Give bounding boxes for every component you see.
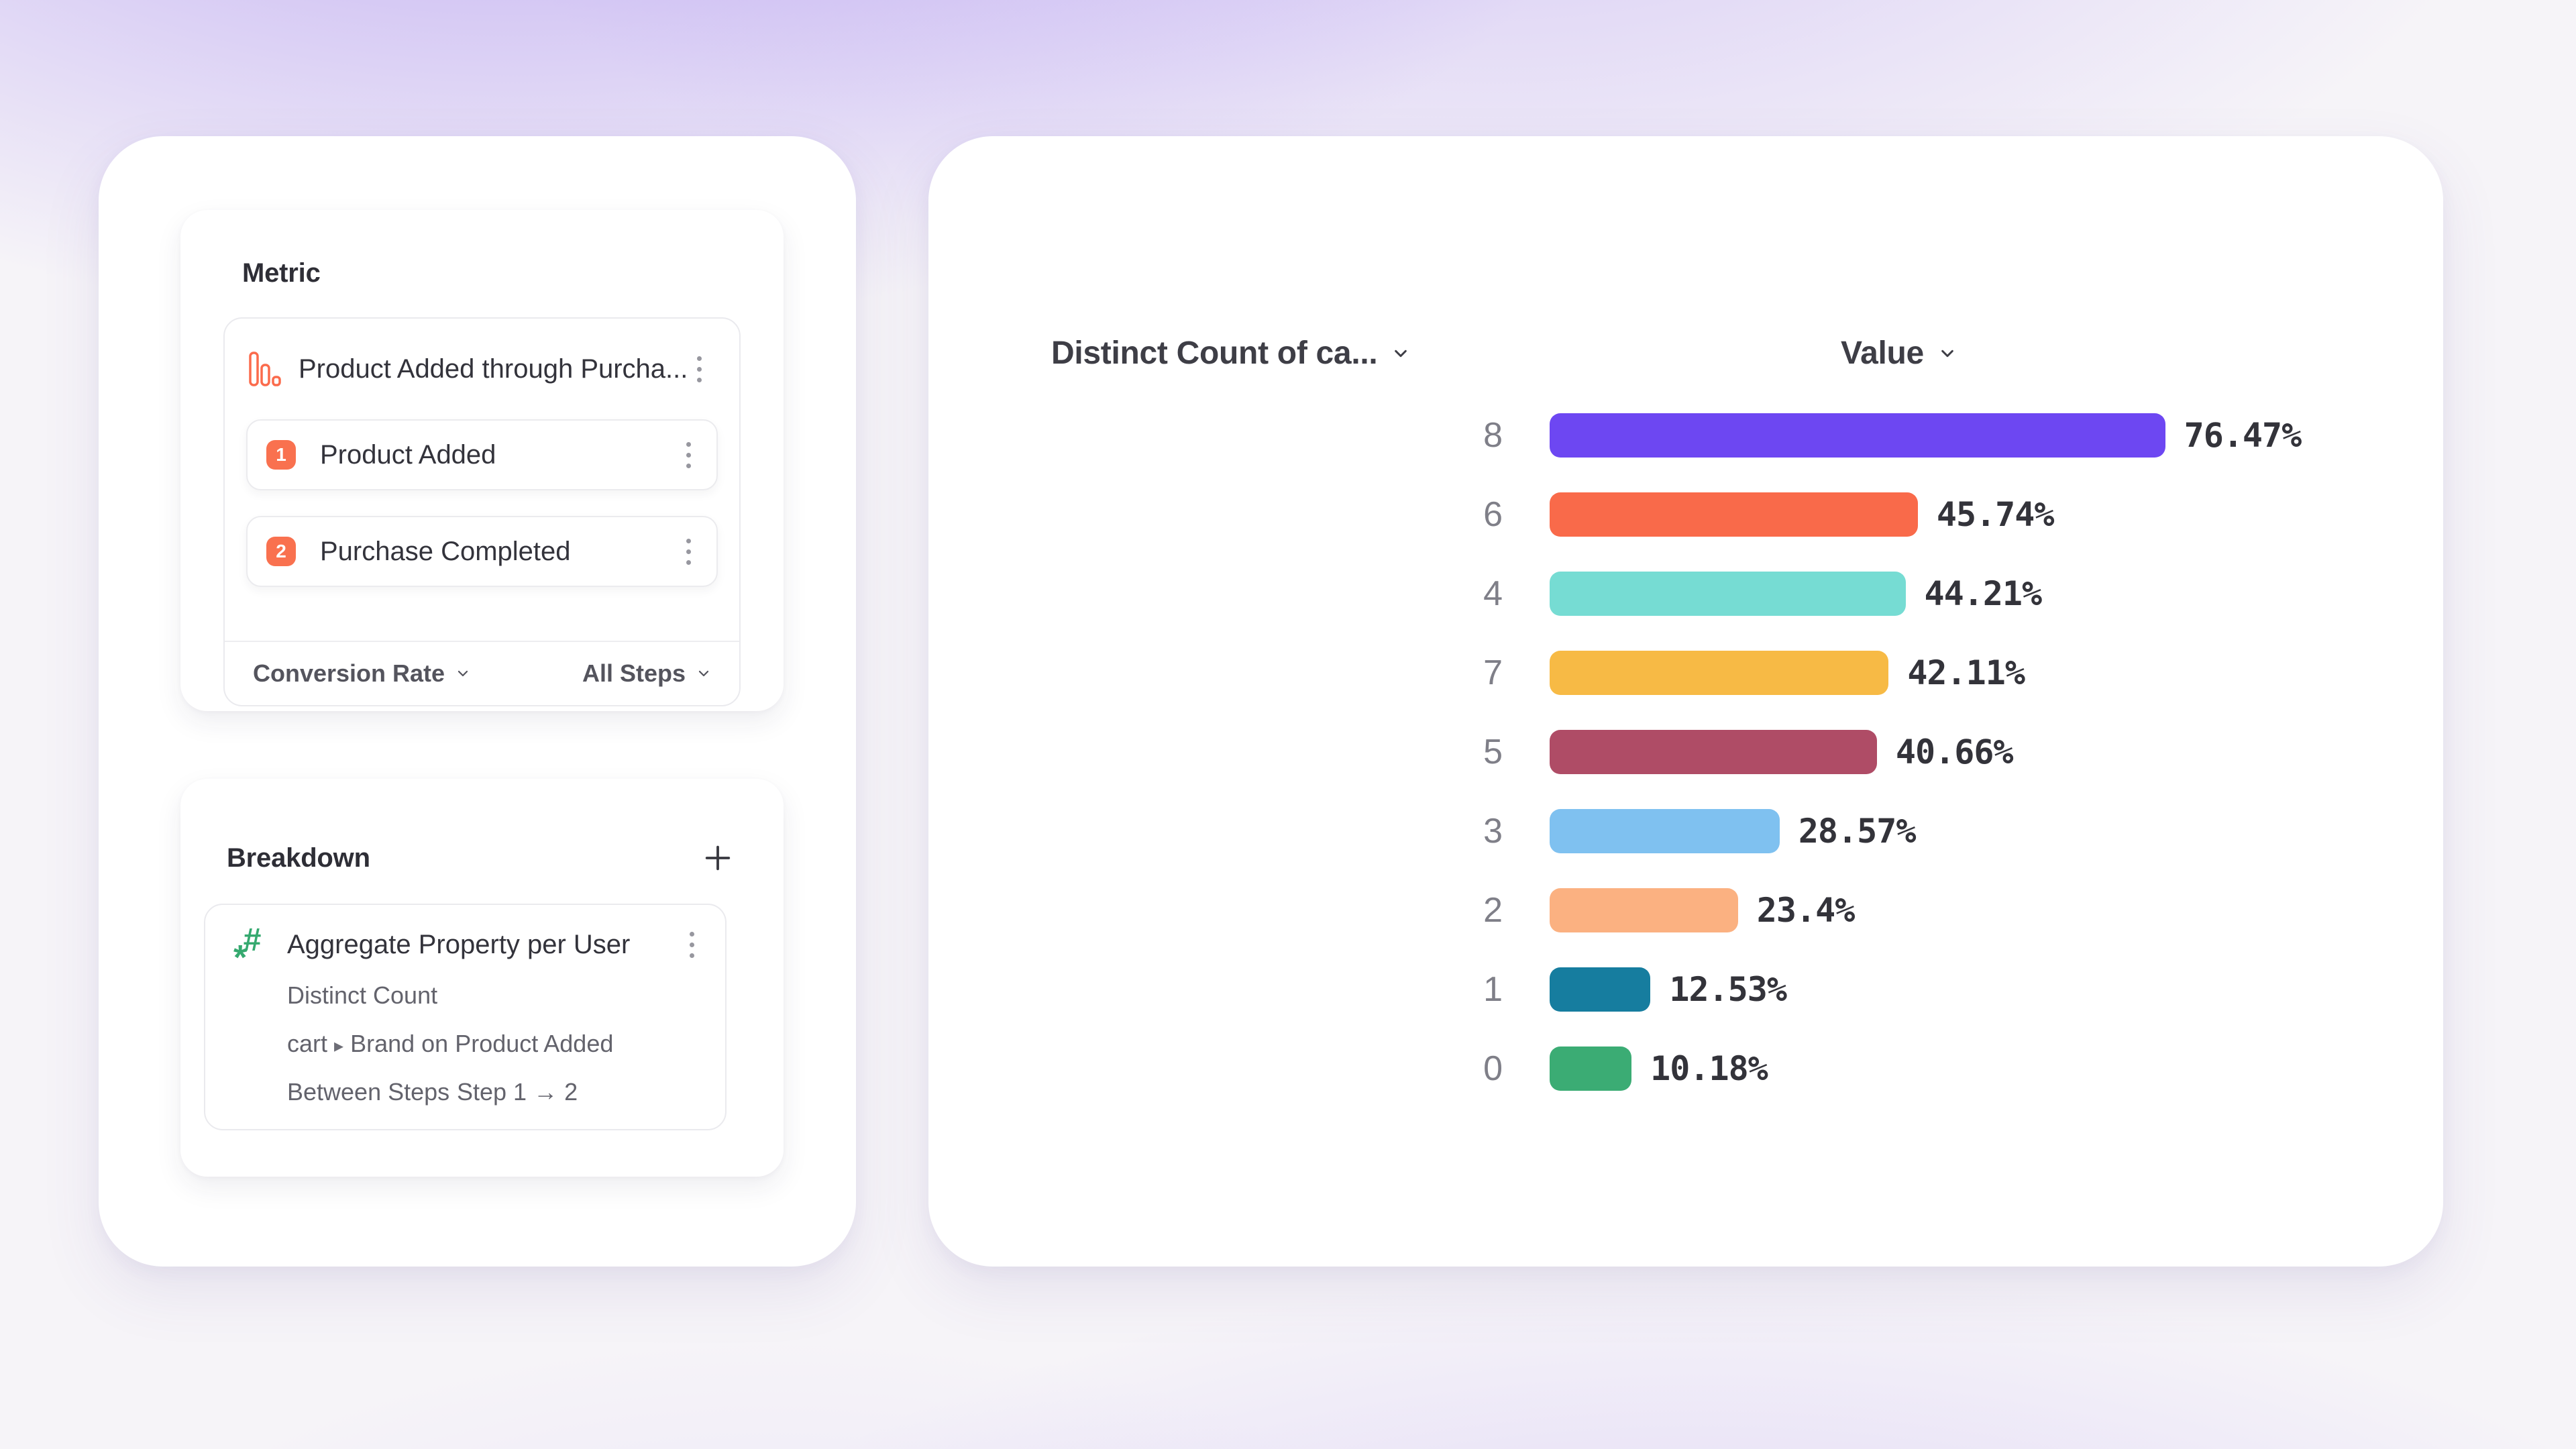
aggregate-property-title: Aggregate Property per User xyxy=(287,929,631,959)
chevron-down-icon xyxy=(1393,346,1408,361)
chart-row: 5 40.66% xyxy=(928,712,2416,792)
bar[interactable] xyxy=(1550,888,1738,932)
value-column-label: Value xyxy=(1841,335,1924,371)
between-steps-label: Between Steps xyxy=(287,1078,450,1106)
metric-section-title: Metric xyxy=(242,258,321,288)
chevron-down-icon xyxy=(1940,346,1955,361)
metric-footer-row: Conversion Rate All Steps xyxy=(225,642,739,705)
category-label: 1 xyxy=(1483,970,1503,1009)
value-label: 45.74% xyxy=(1936,495,2055,534)
chevron-down-icon xyxy=(457,667,469,680)
kebab-menu-icon[interactable] xyxy=(680,435,698,475)
category-label: 2 xyxy=(1483,891,1503,930)
bar[interactable] xyxy=(1550,572,1906,616)
chart-rows: 8 76.47% 6 45.74% 4 44.21% 7 42.11% 5 40.66% 3 28.5… xyxy=(928,396,2416,1108)
plus-icon xyxy=(705,845,731,871)
funnel-chart-icon xyxy=(249,352,281,386)
chart-panel: Distinct Count of ca... Value 8 76.47% 6 45… xyxy=(928,136,2443,1267)
aggregate-property-row: # * Aggregate Property per User xyxy=(205,905,725,977)
value-label: 12.53% xyxy=(1669,970,1787,1009)
kebab-menu-icon[interactable] xyxy=(690,350,708,389)
conversion-rate-label: Conversion Rate xyxy=(253,659,445,687)
category-label: 6 xyxy=(1483,495,1503,534)
category-label: 5 xyxy=(1483,733,1503,771)
breakdown-column-label: Distinct Count of ca... xyxy=(1051,335,1378,371)
all-steps-label: All Steps xyxy=(582,659,686,687)
value-label: 44.21% xyxy=(1924,574,2043,613)
bar[interactable] xyxy=(1550,730,1877,774)
value-column-header[interactable]: Value xyxy=(1841,335,1955,372)
chart-row: 6 45.74% xyxy=(928,475,2416,554)
category-label: 7 xyxy=(1483,653,1503,692)
chart-row: 0 10.18% xyxy=(928,1029,2416,1108)
chart-row: 8 76.47% xyxy=(928,396,2416,475)
value-label: 76.47% xyxy=(2184,416,2302,455)
funnel-step-1[interactable]: 1 Product Added xyxy=(246,419,718,490)
step-label: Purchase Completed xyxy=(320,536,571,566)
funnel-metric-row[interactable]: Product Added through Purcha... xyxy=(225,319,739,419)
metric-section: Metric Product Added through Purcha... 1… xyxy=(180,210,784,711)
all-steps-dropdown[interactable]: All Steps xyxy=(582,659,710,688)
step-label: Product Added xyxy=(320,439,496,470)
aggregate-property-icon: # * xyxy=(233,922,261,977)
bar[interactable] xyxy=(1550,1046,1632,1091)
chart-row: 7 42.11% xyxy=(928,633,2416,712)
breakdown-section: Breakdown # * Aggregate Property per User… xyxy=(180,779,784,1177)
value-label: 40.66% xyxy=(1895,733,2014,771)
category-label: 4 xyxy=(1483,574,1503,613)
value-label: 28.57% xyxy=(1798,812,1917,851)
chart-column-headers: Distinct Count of ca... Value xyxy=(1051,335,2376,378)
bar[interactable] xyxy=(1550,967,1651,1012)
value-label: 42.11% xyxy=(1907,653,2025,692)
step-number-badge: 1 xyxy=(266,440,296,470)
breakdown-property-box[interactable]: # * Aggregate Property per User Distinct … xyxy=(204,904,727,1130)
category-label: 3 xyxy=(1483,812,1503,851)
chart-row: 3 28.57% xyxy=(928,792,2416,871)
property-path: cart ▸ Brand on Product Added xyxy=(287,1030,701,1058)
chart-row: 2 23.4% xyxy=(928,871,2416,950)
funnel-step-2[interactable]: 2 Purchase Completed xyxy=(246,516,718,587)
category-label: 8 xyxy=(1483,416,1503,455)
step-number-badge: 2 xyxy=(266,537,296,566)
bar[interactable] xyxy=(1550,413,2165,458)
chart-row: 1 12.53% xyxy=(928,950,2416,1029)
between-steps-row: Between Steps Step 1 → 2 xyxy=(287,1078,701,1106)
chevron-down-icon xyxy=(698,667,710,680)
breakdown-column-header[interactable]: Distinct Count of ca... xyxy=(1051,335,1408,372)
between-steps-value: Step 1 → 2 xyxy=(457,1078,578,1106)
add-breakdown-button[interactable] xyxy=(696,837,739,879)
property-parent: cart xyxy=(287,1030,328,1057)
conversion-rate-dropdown[interactable]: Conversion Rate xyxy=(253,659,469,688)
divider xyxy=(225,641,739,642)
value-label: 10.18% xyxy=(1650,1049,1768,1088)
chart-row: 4 44.21% xyxy=(928,554,2416,633)
bar[interactable] xyxy=(1550,651,1889,695)
breakdown-section-title: Breakdown xyxy=(227,843,370,873)
value-label: 23.4% xyxy=(1756,891,1856,930)
query-builder-panel: Metric Product Added through Purcha... 1… xyxy=(99,136,856,1267)
aggregation-label: Distinct Count xyxy=(287,981,438,1009)
funnel-metric-box: Product Added through Purcha... 1 Produc… xyxy=(223,317,741,706)
breadcrumb-arrow-icon: ▸ xyxy=(334,1035,344,1056)
bar[interactable] xyxy=(1550,809,1780,853)
bar[interactable] xyxy=(1550,492,1918,537)
category-label: 0 xyxy=(1483,1049,1503,1088)
kebab-menu-icon[interactable] xyxy=(683,925,701,965)
funnel-metric-title: Product Added through Purcha... xyxy=(299,354,688,384)
property-name: Brand on Product Added xyxy=(350,1030,614,1057)
kebab-menu-icon[interactable] xyxy=(680,532,698,572)
breakdown-header: Breakdown xyxy=(227,837,739,879)
